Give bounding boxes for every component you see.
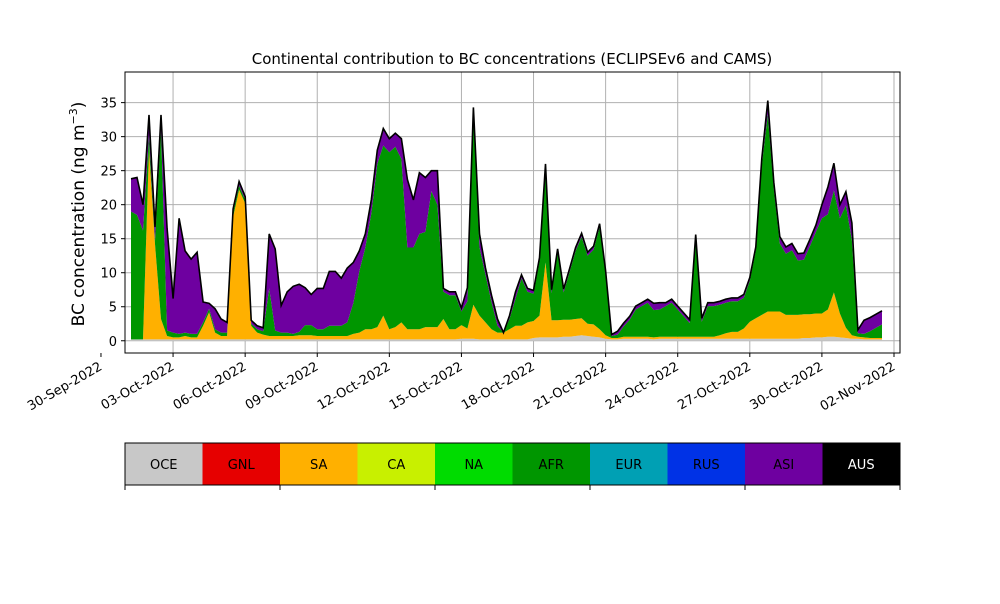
colorbar-label-asi: ASI xyxy=(773,458,794,473)
colorbar-swatch-gnl xyxy=(202,443,280,485)
colorbar-swatch-sa xyxy=(280,443,358,485)
colorbar-label-eur: EUR xyxy=(615,458,642,473)
area-oce xyxy=(131,335,882,341)
colorbar-label-afr: AFR xyxy=(539,458,564,473)
x-tick-label: 27-Oct-2022 xyxy=(675,359,753,413)
y-axis-label-main: BC concentration (ng m xyxy=(69,124,89,326)
colorbar-label-aus: AUS xyxy=(848,458,875,473)
y-tick-label: 5 xyxy=(109,301,117,316)
y-axis-label-close: ) xyxy=(69,102,89,109)
colorbar: OCE GNL SA CA NA AFR EUR RUS ASI AUS xyxy=(124,442,901,490)
colorbar-label-oce: OCE xyxy=(150,458,178,473)
colorbar-frame xyxy=(124,442,901,486)
x-tick-label: 21-Oct-2022 xyxy=(531,359,609,413)
colorbar-label-gnl: GNL xyxy=(228,458,256,473)
y-axis-label-exponent: −3 xyxy=(67,108,80,124)
y-tick-label: 30 xyxy=(100,131,117,146)
y-tick-label: 25 xyxy=(100,165,117,180)
x-tick-label: 09-Oct-2022 xyxy=(243,359,321,413)
colorbar-swatch-aus xyxy=(822,443,900,485)
x-tick-label: 18-Oct-2022 xyxy=(459,359,537,413)
x-tick-label: 02-Nov-2022 xyxy=(818,359,898,414)
colorbar-swatch-ca xyxy=(357,443,435,485)
y-tick-label: 35 xyxy=(100,97,117,112)
colorbar-swatch-afr xyxy=(512,443,590,485)
x-tick-label: 03-Oct-2022 xyxy=(99,359,177,413)
colorbar-swatch-eur xyxy=(590,443,668,485)
area-afr xyxy=(131,114,882,340)
y-tick-label: 10 xyxy=(100,267,117,282)
y-tick-label: 20 xyxy=(100,199,117,214)
y-axis: 0 5 10 15 20 25 30 35 xyxy=(100,97,125,350)
colorbar-label-na: NA xyxy=(464,458,483,473)
colorbar-label-ca: CA xyxy=(387,458,405,473)
x-tick-label: 15-Oct-2022 xyxy=(387,359,465,413)
colorbar-swatch-oce xyxy=(125,443,203,485)
plot-frame xyxy=(124,71,901,354)
x-tick-label: 12-Oct-2022 xyxy=(315,359,393,413)
x-tick-label: 06-Oct-2022 xyxy=(171,359,249,413)
area-sa xyxy=(131,148,882,340)
colorbar-label-sa: SA xyxy=(310,458,327,473)
x-axis: 30-Sep-202203-Oct-202206-Oct-202209-Oct-… xyxy=(25,353,898,414)
colorbar-label-rus: RUS xyxy=(693,458,720,473)
colorbar-swatch-na xyxy=(435,443,513,485)
stacked-areas xyxy=(131,100,882,341)
x-tick-label: 24-Oct-2022 xyxy=(603,359,681,413)
y-axis-label: BC concentration (ng m−3) xyxy=(67,102,89,327)
colorbar-swatch-asi xyxy=(745,443,823,485)
x-tick-label: 30-Sep-2022 xyxy=(25,359,105,414)
chart-title: Continental contribution to BC concentra… xyxy=(252,50,773,68)
total-outline xyxy=(130,100,883,336)
y-tick-label: 15 xyxy=(100,233,117,248)
area-asi xyxy=(131,100,882,336)
colorbar-swatch-rus xyxy=(667,443,745,485)
x-tick-label: 30-Oct-2022 xyxy=(748,359,826,413)
y-tick-label: 0 xyxy=(109,335,117,350)
